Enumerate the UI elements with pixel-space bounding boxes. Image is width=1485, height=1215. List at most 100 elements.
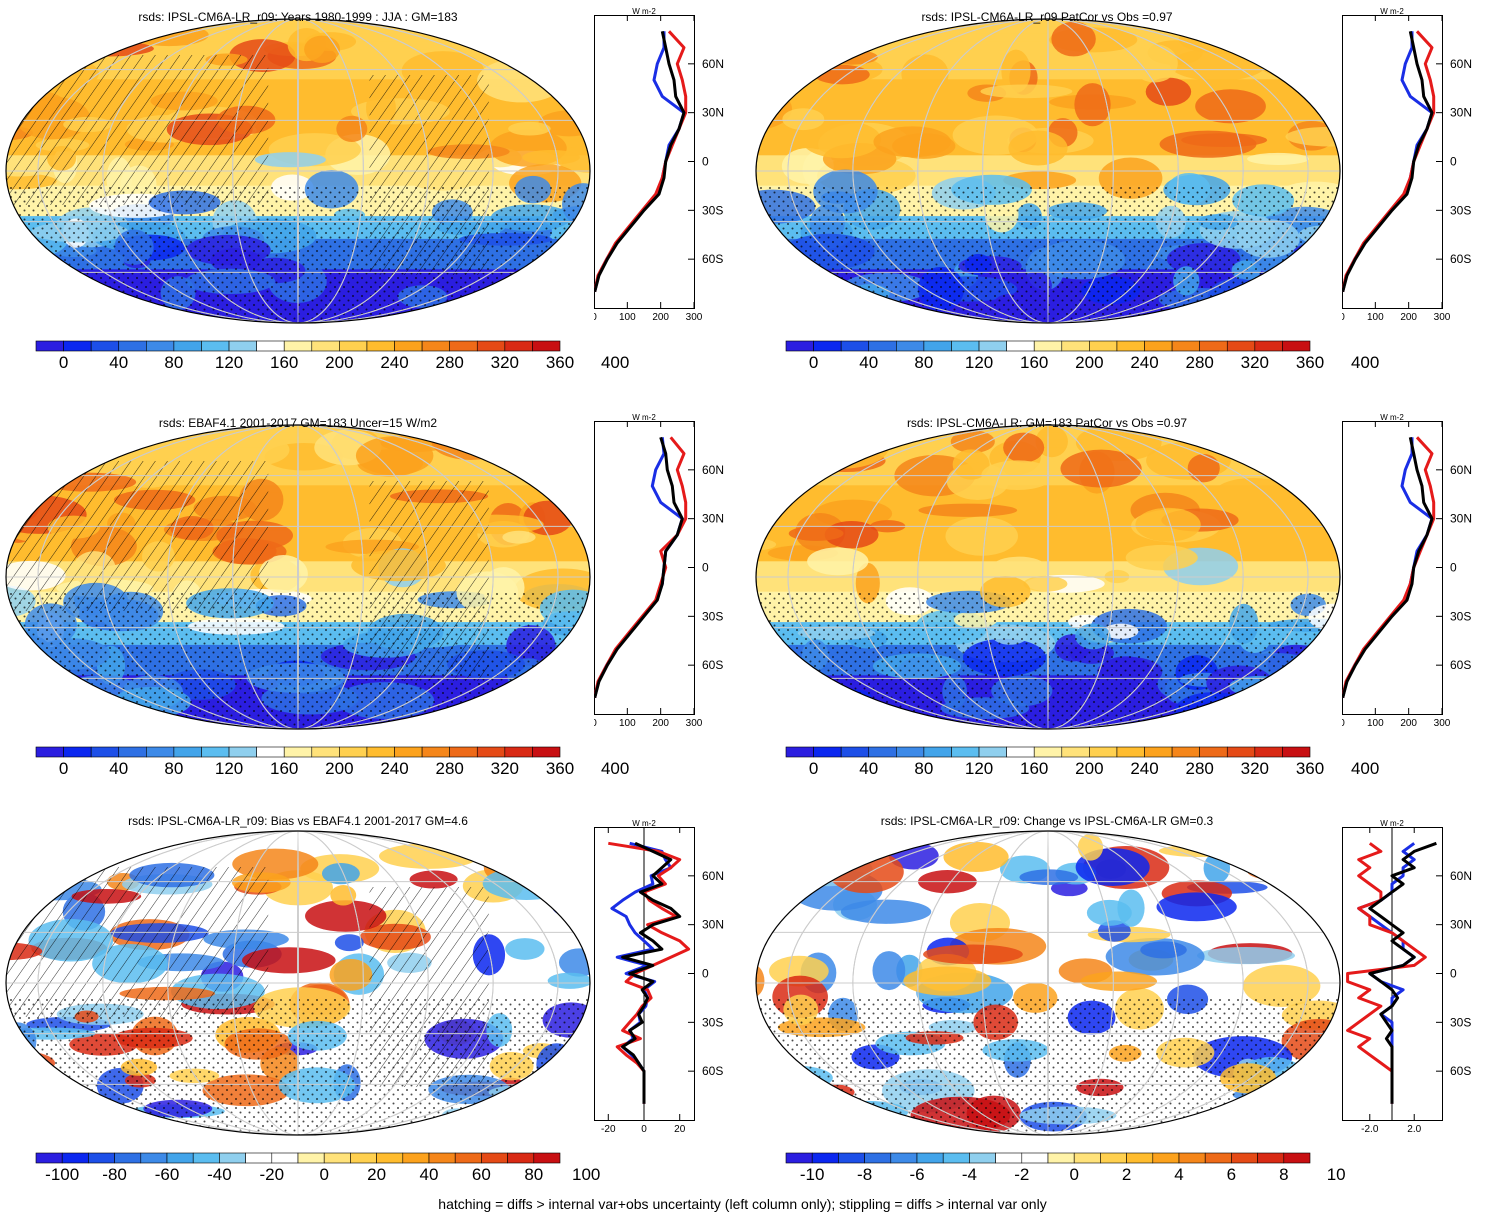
colorbar-tick-label: 240 [1130,759,1159,778]
profile-y-tick-label: 60N [1450,57,1472,71]
colorbar-swatch [813,746,842,758]
profile-unit: W m-2 [1380,413,1404,422]
colorbar-swatch [923,340,952,352]
colorbar-tick-label: -4 [961,1165,977,1184]
map-4 [755,424,1341,730]
colorbar-tick-label: 320 [490,759,520,778]
colorbar-tick-label: 10 [1326,1165,1346,1184]
map-outline [5,424,591,730]
colorbar-swatch [864,1152,892,1164]
colorbar [35,746,561,758]
profile-unit: W m-2 [632,413,656,422]
colorbar-tick-label: 400 [600,759,630,778]
zonal-profile: W m-2 0 100 200 300 60N 30N 0 30S 60S [594,7,724,323]
colorbar-tick-label: 80 [164,759,184,778]
colorbar-swatch [421,746,450,758]
colorbar-swatch [114,1152,142,1164]
colorbar-swatch [118,746,147,758]
colorbar-tick-label: 0 [1069,1165,1079,1184]
colorbar-swatch [146,746,175,758]
profile-series-line [1368,841,1437,1104]
colorbar-swatch [1021,1152,1049,1164]
colorbar-tick-label: 0 [319,1165,329,1184]
colorbar-swatch [1033,746,1063,758]
colorbar-swatch [323,1152,351,1164]
colorbar-tick-label: 240 [1130,353,1159,372]
colorbar-swatch [192,1152,220,1164]
colorbar-tick-label: 160 [1020,353,1049,372]
profile-y-tick-label: 30N [702,918,724,932]
colorbar-swatch [90,340,120,352]
colorbar-tick-label: 120 [214,353,244,372]
profile-series-line [621,841,682,1104]
colorbar [785,746,1311,758]
colorbar [35,340,561,352]
colorbar-swatch [481,1152,508,1164]
colorbar-swatch [1116,340,1145,352]
colorbar-swatch [271,1152,299,1164]
profile-series-line [1342,30,1434,293]
colorbar-tick-label: 200 [325,759,354,778]
profile-y-tick-label: 30N [702,106,724,120]
map-6 [755,830,1341,1136]
colorbar-tick-label: 240 [380,353,409,372]
profile-x-tick-label: 100 [1367,718,1384,729]
colorbar-swatch [283,340,313,352]
colorbar-tick-label: 200 [325,353,354,372]
map-outline [755,830,1341,1136]
colorbar-tick-label: 80 [914,759,934,778]
colorbar-swatch [1171,746,1200,758]
colorbar-tick-label: 40 [859,759,879,778]
profile-frame [1342,15,1443,309]
map-2 [755,18,1341,324]
profile-y-tick-label: 0 [702,155,709,169]
profile-y-tick-label: 60N [702,57,724,71]
colorbar-tick-label: 4 [1174,1165,1184,1184]
colorbar-swatch [90,746,120,758]
profile-x-tick-label: 100 [619,312,636,323]
colorbar-tick-label: -6 [909,1165,925,1184]
colorbar-swatch [1199,340,1228,352]
colorbar-swatch [532,340,561,352]
colorbar-tick-label: 60 [471,1165,491,1184]
colorbar-swatch [923,746,952,758]
colorbar-swatch [350,1152,377,1164]
colorbar-swatch [311,746,340,758]
zonal-profile: W m-2 0 100 200 300 60N 30N 0 30S 60S [594,413,724,729]
colorbar-swatch [1199,746,1228,758]
colorbar-swatch [533,1152,561,1164]
profile-unit: W m-2 [632,819,656,828]
colorbar-tick-label: 40 [109,759,129,778]
colorbar-tick-label: -2 [1014,1165,1030,1184]
profile-y-tick-label: 30N [1450,106,1472,120]
colorbar [35,1152,561,1164]
colorbar-swatch [1061,746,1090,758]
colorbar-swatch [813,340,842,352]
colorbar-swatch [978,340,1007,352]
colorbar-swatch [449,746,478,758]
profile-unit: W m-2 [1380,819,1404,828]
colorbar-tick-label: 120 [964,759,994,778]
colorbar-swatch [1006,746,1035,758]
panel-title: rsds: EBAF4.1 2001-2017 GM=183 Uncer=15 … [158,416,438,430]
colorbar-tick-label: 100 [572,1165,601,1184]
colorbar-tick-label: -8 [857,1165,873,1184]
profile-frame [594,421,695,715]
profile-x-tick-label: 2.0 [1407,1124,1421,1135]
colorbar-tick-label: 40 [419,1165,439,1184]
colorbar-swatch [840,746,870,758]
colorbar-swatch [896,746,925,758]
profile-y-tick-label: 0 [1450,561,1457,575]
colorbar-swatch [504,746,533,758]
colorbar-tick-label: 80 [164,353,184,372]
profile-y-tick-label: 0 [1450,155,1457,169]
colorbar-swatch [896,340,925,352]
profile-y-tick-label: 60N [702,869,724,883]
profile-x-tick-label: 100 [1367,312,1384,323]
colorbar-tick-label: 320 [490,353,520,372]
colorbar-swatch [1006,340,1035,352]
profile-series-line [1346,842,1427,1104]
colorbar-tick-label: 200 [1075,759,1104,778]
profile-series-line [594,436,688,698]
colorbar-tick-label: -80 [102,1165,127,1184]
